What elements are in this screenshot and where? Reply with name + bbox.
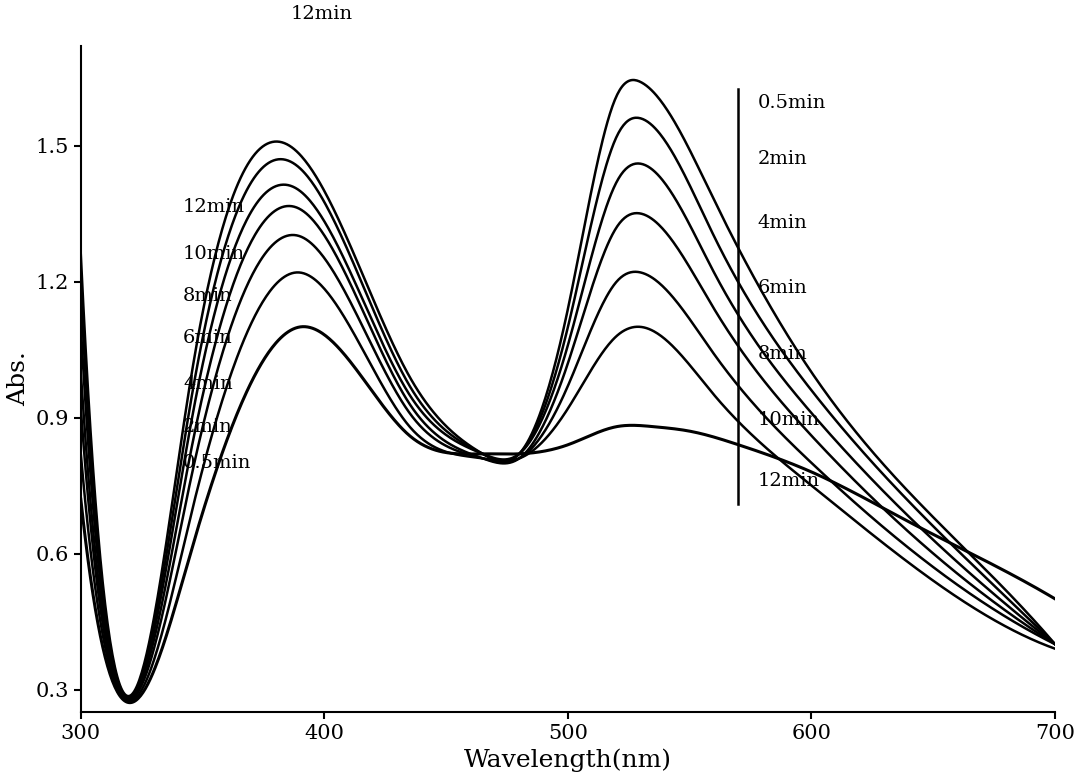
- Text: 6min: 6min: [183, 330, 233, 347]
- Text: 10min: 10min: [757, 411, 820, 429]
- Text: 6min: 6min: [757, 280, 807, 298]
- Text: 10min: 10min: [183, 245, 246, 263]
- Text: 0.5min: 0.5min: [757, 93, 827, 111]
- Text: 0.5min: 0.5min: [183, 454, 251, 472]
- Text: 8min: 8min: [183, 287, 233, 305]
- X-axis label: Wavelength(nm): Wavelength(nm): [464, 749, 672, 772]
- Text: 12min: 12min: [757, 472, 820, 490]
- Text: 4min: 4min: [757, 213, 807, 231]
- Text: 8min: 8min: [757, 345, 807, 363]
- Text: 4min: 4min: [183, 375, 233, 393]
- Text: 12min: 12min: [183, 198, 246, 216]
- Text: 2min: 2min: [183, 418, 233, 435]
- Text: 12min: 12min: [290, 5, 353, 23]
- Text: 2min: 2min: [757, 150, 807, 168]
- Y-axis label: Abs.: Abs.: [6, 351, 30, 407]
